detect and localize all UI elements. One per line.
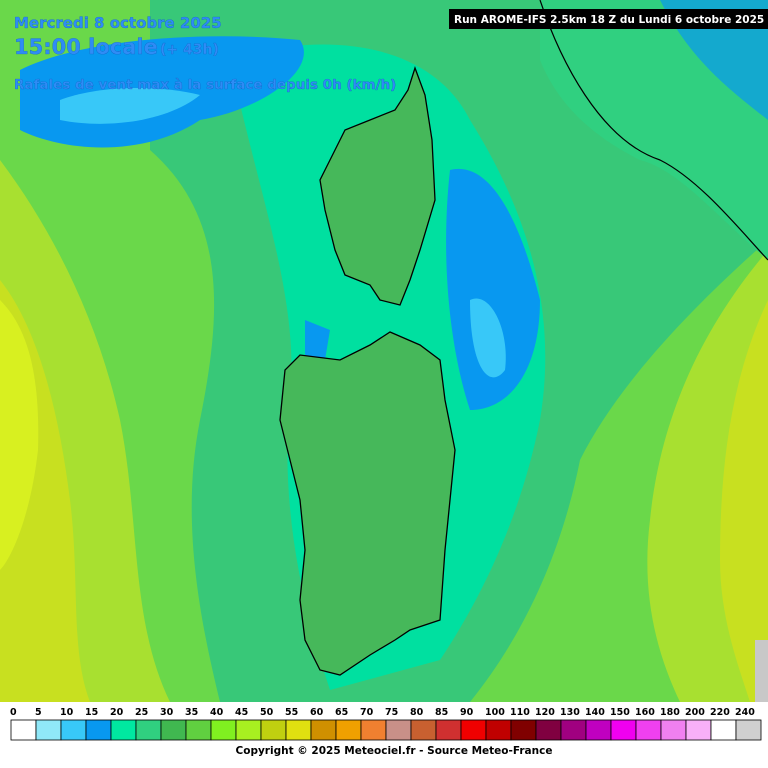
time: 15:00 locale [14,35,158,59]
legend-swatch [735,719,762,741]
legend-label: 25 [135,707,148,718]
legend-label: 240 [735,707,755,718]
legend-label: 30 [160,707,174,718]
copyright: Copyright © 2025 Meteociel.fr - Source M… [236,745,553,757]
legend-swatch [510,719,537,741]
map [0,0,768,702]
legend-label: 20 [110,707,124,718]
legend-swatch [310,719,337,741]
legend-label: 10 [60,707,74,718]
legend-swatch [110,719,137,741]
legend-swatch [585,719,612,741]
legend-swatch [435,719,462,741]
legend-label: 90 [460,707,474,718]
legend-label: 200 [685,707,705,718]
legend-swatch [10,719,37,741]
legend-label: 140 [585,707,605,718]
legend-swatch [460,719,487,741]
legend-label: 130 [560,707,580,718]
date: Mercredi 8 octobre 2025 [14,14,222,32]
legend-label: 75 [385,707,398,718]
run-info: Run AROME-IFS 2.5km 18 Z du Lundi 6 octo… [454,14,764,26]
legend-swatch [135,719,162,741]
legend-label: 15 [85,707,98,718]
legend-label: 55 [285,707,298,718]
legend-label: 120 [535,707,555,718]
legend-label: 100 [485,707,505,718]
legend-swatch [660,719,687,741]
legend-swatch [285,719,312,741]
legend-swatch [60,719,87,741]
legend-label: 160 [635,707,655,718]
legend-label: 150 [610,707,630,718]
lead: (+ 43h) [160,42,219,58]
legend-label: 45 [235,707,248,718]
legend-swatch [635,719,662,741]
legend-swatch [260,719,287,741]
legend-swatch [360,719,387,741]
legend-label: 70 [360,707,374,718]
legend-swatch [235,719,262,741]
legend-label: 35 [185,707,198,718]
legend-swatch [35,719,62,741]
legend-label: 5 [35,707,42,718]
legend-label: 80 [410,707,424,718]
legend-swatch [535,719,562,741]
legend-swatch [85,719,112,741]
legend-swatch [160,719,187,741]
legend-label: 65 [335,707,348,718]
legend-label: 40 [210,707,224,718]
subtitle: Rafales de vent max à la surface depuis … [14,77,396,93]
legend-swatch [210,719,237,741]
legend-swatch [485,719,512,741]
legend-swatch [410,719,437,741]
legend-swatch [685,719,712,741]
sardinia [279,331,456,676]
corsica [319,66,436,306]
legend-label: 0 [10,707,17,718]
legend-swatch [560,719,587,741]
legend-swatch [185,719,212,741]
legend: 0 5 10 15 20 25 30 35 40 45 50 55 60 65 70 75 80 85 90 100 1… [10,707,762,741]
run-box [449,9,768,29]
legend-swatch [335,719,362,741]
legend-swatch [610,719,637,741]
legend-swatch [710,719,737,741]
legend-label: 50 [260,707,274,718]
legend-label: 220 [710,707,730,718]
legend-label: 85 [435,707,448,718]
legend-label: 60 [310,707,324,718]
legend-label: 110 [510,707,530,718]
legend-label: 180 [660,707,680,718]
legend-swatch [385,719,412,741]
